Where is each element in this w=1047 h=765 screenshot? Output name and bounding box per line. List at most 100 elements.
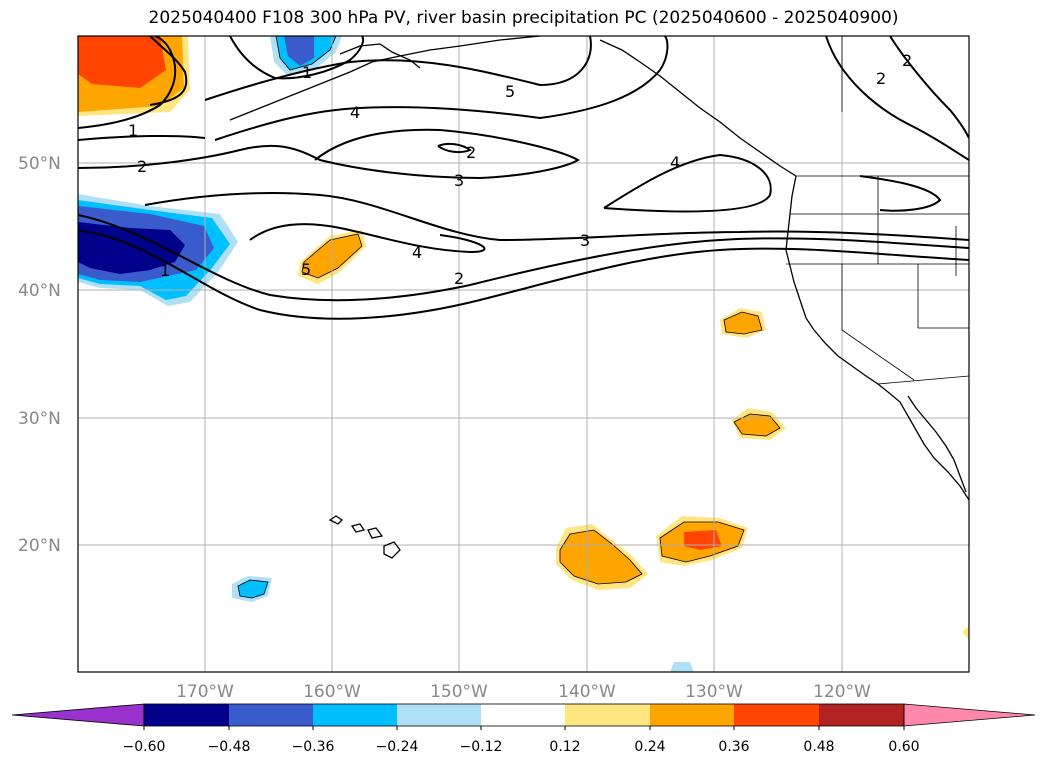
contour-label: 5 xyxy=(301,260,311,279)
border-us-mexico xyxy=(877,375,969,385)
precip-outline xyxy=(237,579,269,599)
colorbar-tick-label: −0.48 xyxy=(208,739,251,755)
island-hawaii xyxy=(350,523,366,533)
lon-label-140w: 140°W xyxy=(558,682,616,702)
colorbar-tick-label: 0.36 xyxy=(718,739,749,755)
colorbar-extend-low xyxy=(11,703,145,727)
precip-area-nw-positive xyxy=(78,36,166,88)
lon-label-150w: 150°W xyxy=(430,682,488,702)
pv-contour-2 xyxy=(78,134,206,141)
pv-contour-5 xyxy=(204,36,592,101)
precip-area-negative xyxy=(238,580,268,598)
colorbar-tick-label: −0.36 xyxy=(292,739,335,755)
precip-outlines xyxy=(237,36,781,599)
coastline-us-west xyxy=(785,175,969,501)
contour-label: 1 xyxy=(302,63,312,82)
colorbar-bin xyxy=(144,704,229,726)
pv-contour-2 xyxy=(859,175,942,212)
island-hawaii xyxy=(383,541,401,559)
pv-contour-1 xyxy=(889,36,969,139)
colorbar-tick-label: −0.60 xyxy=(123,739,166,755)
precip-outline xyxy=(723,311,763,335)
coastline-alaska xyxy=(229,36,541,121)
colorbar-bin xyxy=(313,704,397,726)
precip-area-positive xyxy=(734,414,780,436)
coastline-bc xyxy=(599,39,797,177)
colorbar-tick-label: −0.12 xyxy=(460,739,503,755)
colorbar-bin xyxy=(734,704,819,726)
island-hawaii xyxy=(328,515,344,525)
contour-label: 5 xyxy=(505,82,515,101)
pv-contour-2 xyxy=(78,214,969,302)
contour-label: 2 xyxy=(137,157,147,176)
boundaries xyxy=(786,36,969,385)
pv-contour-2 xyxy=(825,36,969,161)
contour-label: 4 xyxy=(350,103,360,122)
pv-contour-3 xyxy=(144,192,969,242)
colorbar: −0.60 −0.48 −0.36 −0.24 −0.12 0.12 0.24 … xyxy=(11,703,1036,755)
lon-labels: 170°W 160°W 150°W 140°W 130°W 120°W xyxy=(176,682,871,702)
precip-outline xyxy=(659,521,745,563)
precip-area-negative xyxy=(670,662,694,672)
lat-label-20: 20°N xyxy=(18,536,61,556)
pv-contour-4 xyxy=(603,153,772,213)
precip-outline xyxy=(733,413,781,437)
lat-label-40: 40°N xyxy=(18,281,61,301)
precip-outline xyxy=(559,529,643,585)
contour-label: 2 xyxy=(454,269,464,288)
colorbar-extend-high xyxy=(903,703,1036,727)
lon-label-120w: 120°W xyxy=(813,682,871,702)
precip-area-n-negative xyxy=(284,36,314,66)
contour-label: 2 xyxy=(876,69,886,88)
pv-contour-3 xyxy=(78,128,580,180)
colorbar-bin xyxy=(565,704,650,726)
contour-label: 3 xyxy=(580,231,590,250)
precip-area-positive xyxy=(962,626,969,640)
colorbar-bin xyxy=(229,704,313,726)
pv-contour-2 xyxy=(437,142,473,154)
contour-label: 2 xyxy=(902,51,912,70)
precip-area-positive xyxy=(724,312,762,334)
map-frame xyxy=(77,35,970,673)
precip-area-positive xyxy=(684,530,722,550)
contour-labels: 1 1 1 2 2 2 2 2 3 3 4 4 4 5 5 xyxy=(128,51,912,288)
colorbar-tick-label: −0.24 xyxy=(376,739,419,755)
contour-label: 3 xyxy=(454,171,464,190)
lat-label-50: 50°N xyxy=(18,154,61,174)
contour-label: 2 xyxy=(466,143,476,162)
colorbar-tick-label: 0.48 xyxy=(803,739,834,755)
pv-contour-1 xyxy=(78,229,969,320)
colorbar-tick-label: 0.24 xyxy=(634,739,665,755)
pv-contour-4 xyxy=(249,223,486,254)
pv-contour-5 xyxy=(149,36,188,106)
contour-label: 1 xyxy=(128,121,138,140)
contour-label: 1 xyxy=(160,261,170,280)
pv-contour-1 xyxy=(78,36,177,129)
island-hawaii xyxy=(367,527,384,539)
gridlines xyxy=(78,36,969,672)
colorbar-bin xyxy=(397,704,481,726)
lat-label-30: 30°N xyxy=(18,409,61,429)
pv-contours xyxy=(78,36,969,320)
lon-label-130w: 130°W xyxy=(685,682,743,702)
pv-contour-1 xyxy=(229,36,365,80)
colorbar-tick-label: 0.60 xyxy=(888,739,919,755)
lon-label-160w: 160°W xyxy=(303,682,361,702)
colorbar-tick-labels: −0.60 −0.48 −0.36 −0.24 −0.12 0.12 0.24 … xyxy=(123,739,920,755)
pv-contour-4 xyxy=(214,36,669,141)
map-panel: 1 1 1 2 2 2 2 2 3 3 4 4 4 5 5 xyxy=(78,36,969,672)
precip-outline xyxy=(275,36,337,71)
colorbar-frame xyxy=(143,703,905,727)
colorbar-ticks xyxy=(143,726,905,730)
lat-labels: 50°N 40°N 30°N 20°N xyxy=(18,154,61,556)
coastline-baja xyxy=(907,395,967,493)
precip-area-positive xyxy=(560,530,642,584)
colorbar-tick-label: 0.12 xyxy=(549,739,580,755)
contour-label: 4 xyxy=(412,243,422,262)
contour-label: 4 xyxy=(670,153,680,172)
map-title: 2025040400 F108 300 hPa PV, river basin … xyxy=(148,8,899,28)
precip-outline xyxy=(301,233,363,279)
lon-label-170w: 170°W xyxy=(176,682,234,702)
colorbar-bin xyxy=(481,704,565,726)
